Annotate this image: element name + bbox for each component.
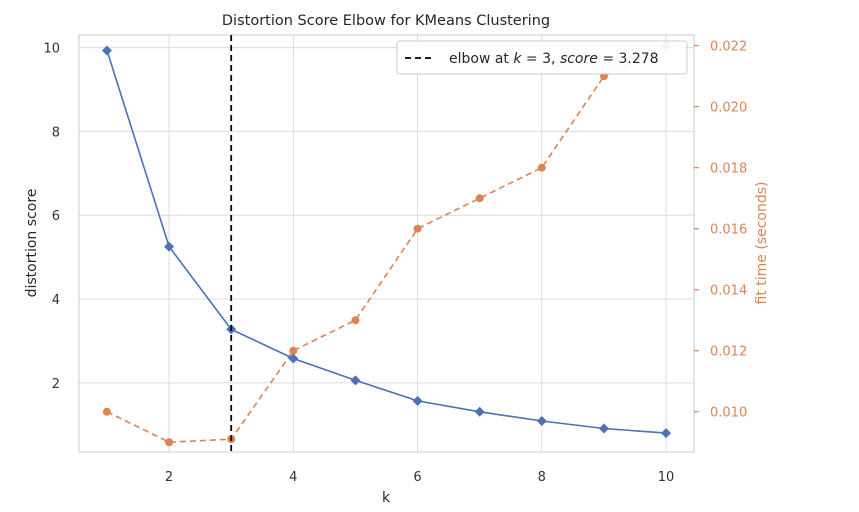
x-tick-labels: 2 4 6 8 10 bbox=[165, 470, 674, 485]
distortion-point bbox=[661, 428, 672, 439]
fit-time-point bbox=[413, 224, 422, 233]
y2-tick-label: 0.020 bbox=[710, 101, 747, 116]
distortion-point bbox=[288, 353, 299, 364]
fit-time-point bbox=[102, 407, 111, 416]
x-tick-label: 2 bbox=[165, 470, 173, 485]
y2-tick-label: 0.014 bbox=[710, 284, 747, 299]
plot-frame bbox=[78, 34, 695, 453]
legend-box bbox=[396, 40, 688, 75]
y-tick-label: 10 bbox=[43, 42, 60, 57]
y-tick-label: 2 bbox=[52, 377, 60, 392]
series bbox=[101, 41, 672, 447]
legend: elbow at k = 3, score = 3.278 bbox=[396, 40, 688, 75]
distortion-point bbox=[536, 415, 547, 426]
y2-tick-label: 0.010 bbox=[710, 406, 747, 421]
legend-elbow-label: elbow at k = 3, score = 3.278 bbox=[449, 51, 659, 67]
distortion-point bbox=[101, 45, 112, 56]
distortion-series bbox=[101, 45, 672, 439]
legend-text-part: = 3.278 bbox=[598, 51, 659, 67]
legend-text-part: score bbox=[560, 51, 598, 67]
fit-time-point bbox=[289, 346, 298, 355]
y-axis-label: distortion score bbox=[24, 189, 40, 298]
grid bbox=[79, 35, 694, 452]
fit-time-point bbox=[475, 194, 484, 203]
x-tick-label: 8 bbox=[538, 470, 546, 485]
distortion-point bbox=[598, 423, 609, 434]
fit-time-point bbox=[351, 316, 360, 325]
y2-tick-label: 0.016 bbox=[710, 223, 747, 238]
chart-title: Distortion Score Elbow for KMeans Cluste… bbox=[222, 13, 550, 29]
distortion-point bbox=[164, 241, 175, 252]
legend-text-part: k bbox=[513, 51, 522, 67]
y-tick-label: 6 bbox=[52, 209, 60, 224]
y2-tick-label: 0.012 bbox=[710, 345, 747, 360]
y-tick-label: 4 bbox=[52, 293, 60, 308]
legend-text-part: elbow at bbox=[449, 51, 513, 67]
fit-time-series bbox=[102, 41, 671, 447]
x-axis-label: k bbox=[382, 490, 391, 506]
fit-time-line bbox=[106, 44, 667, 444]
distortion-line bbox=[106, 50, 667, 434]
y-tick-label: 8 bbox=[52, 125, 60, 140]
legend-text-part: = 3, bbox=[521, 51, 559, 67]
y2-tick-label: 0.022 bbox=[710, 40, 747, 55]
distortion-point bbox=[412, 395, 423, 406]
distortion-point bbox=[474, 406, 485, 417]
y-tick-labels: 2 4 6 8 10 bbox=[43, 42, 60, 392]
x-tick-label: 6 bbox=[413, 470, 421, 485]
y2-axis-label: fit time (seconds) bbox=[754, 182, 770, 305]
fit-time-point bbox=[537, 163, 546, 172]
distortion-point bbox=[350, 375, 361, 386]
fit-time-point bbox=[165, 438, 174, 447]
x-tick-label: 4 bbox=[289, 470, 297, 485]
x-tick-label: 10 bbox=[658, 470, 675, 485]
y2-tick-labels: 0.010 0.012 0.014 0.016 0.018 0.020 0.022 bbox=[694, 40, 747, 421]
y2-tick-label: 0.018 bbox=[710, 162, 747, 177]
